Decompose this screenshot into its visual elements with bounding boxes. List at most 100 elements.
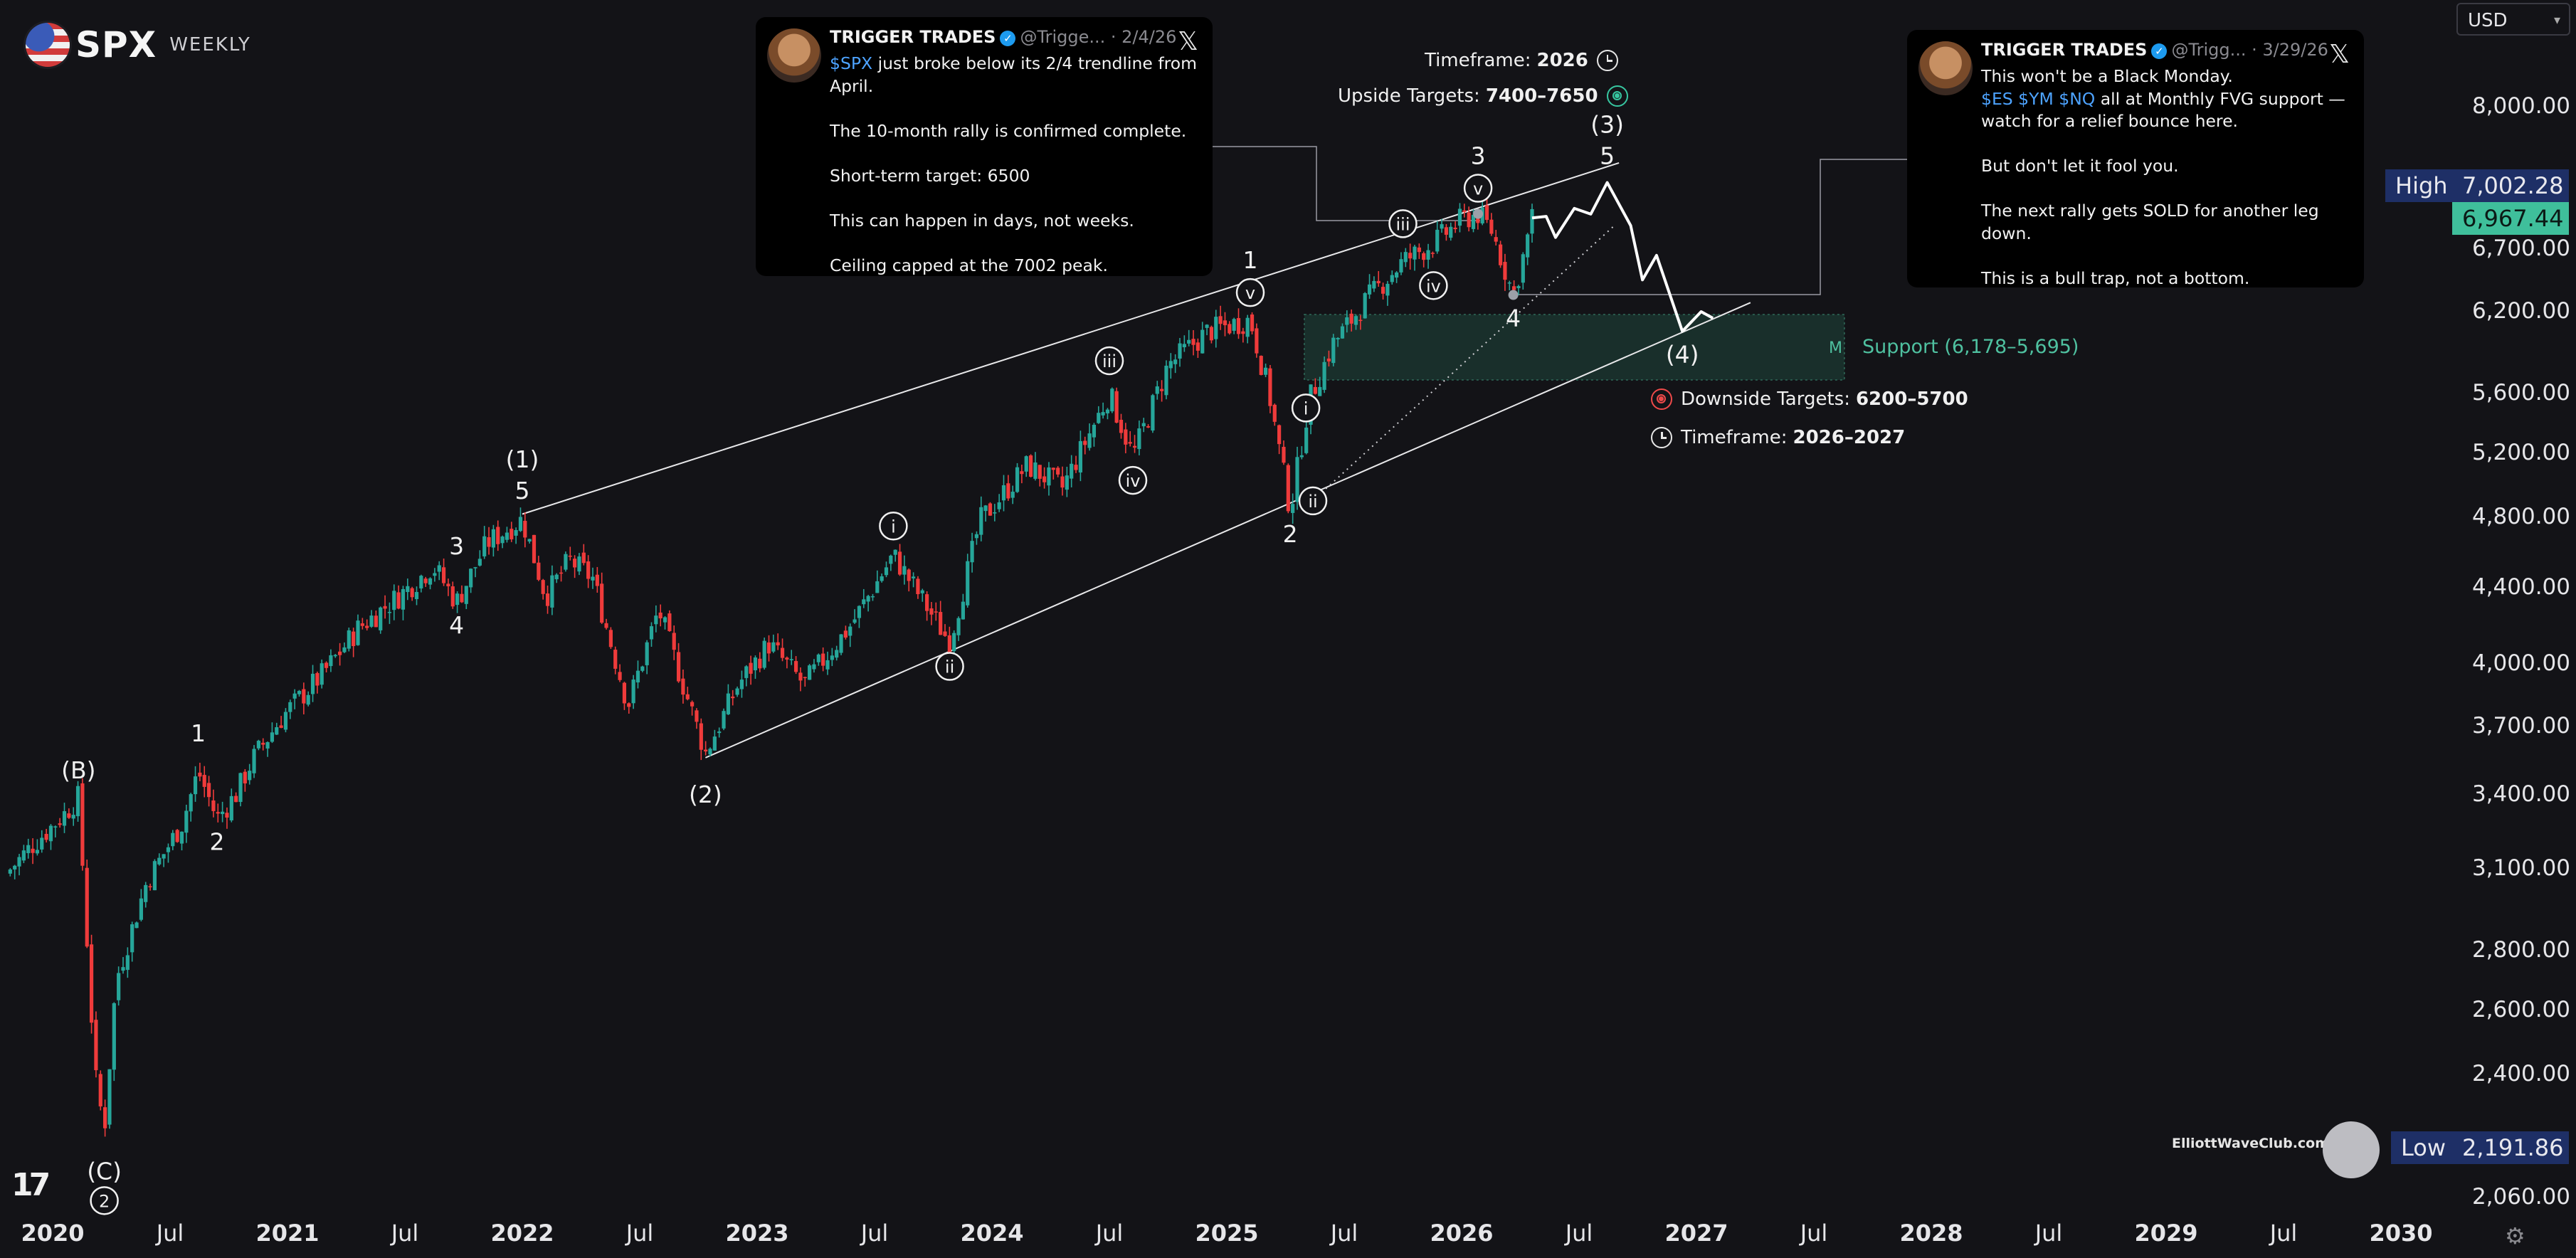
candle-body [419, 576, 423, 588]
wave-label-circle [1419, 271, 1448, 300]
support-text: Support (6,178–5,695) [1862, 336, 2079, 358]
candle-body [708, 749, 712, 755]
tweet-body: $SPX just broke below its 2/4 trendline … [830, 53, 1213, 277]
candle-body [1453, 227, 1457, 230]
candle-body [1173, 359, 1178, 364]
candle-body [491, 529, 495, 548]
note-value: 7400–7650 [1485, 85, 1598, 107]
candle-body [107, 1069, 112, 1125]
candle-body [1124, 429, 1128, 445]
tweet-author: TRIGGER TRADES [1981, 40, 2148, 60]
candle-body [970, 541, 974, 563]
ticker-link[interactable]: $SPX [830, 53, 873, 73]
candle-body [943, 631, 947, 636]
tweet-author: TRIGGER TRADES [830, 27, 996, 47]
candle-body [473, 567, 477, 569]
ticker-links[interactable]: $ES $YM $NQ [1981, 88, 2096, 109]
candle-body [1489, 219, 1494, 234]
candle-body [577, 556, 581, 572]
candle-body [654, 615, 658, 625]
candle-body [988, 503, 993, 516]
trendline-3 [1308, 225, 1615, 505]
candle-body [1070, 463, 1074, 479]
candle-body [369, 615, 374, 627]
candle-body [437, 565, 441, 572]
candle-body [1195, 342, 1200, 351]
wave-label: 2 [1283, 520, 1298, 548]
y-tick-label: 2,400.00 [2471, 1061, 2570, 1087]
high-value-tag: 7,002.28 [2452, 169, 2569, 202]
candle-body [1336, 337, 1340, 339]
candle-body [1182, 344, 1186, 348]
currency-select[interactable]: USD ▾ [2456, 3, 2570, 36]
candle-body [1232, 319, 1236, 331]
candle-body [635, 670, 640, 683]
tweet-body: This won't be a Black Monday. $ES $YM $N… [1981, 65, 2364, 290]
candle-body [545, 593, 550, 606]
candle-body [1042, 476, 1047, 482]
candle-body [1530, 208, 1534, 234]
candle-body [410, 588, 414, 598]
candle-body [843, 630, 848, 638]
note-value: 2026 [1536, 50, 1588, 71]
high-label: High [2395, 172, 2448, 199]
candle-body [270, 732, 275, 742]
candle-body [766, 642, 771, 654]
x-tick-label: Jul [1565, 1220, 1593, 1247]
candle-body [793, 661, 798, 672]
x-tick-label: 2029 [2134, 1220, 2198, 1247]
candle-body [1245, 317, 1250, 337]
tweet-handle: @Trigge... [1020, 27, 1106, 47]
candle-body [1060, 476, 1065, 488]
candle-body [581, 552, 586, 564]
downside-timeframe-note: Timeframe: 2026–2027 [1642, 427, 1905, 448]
candle-body [1457, 208, 1462, 226]
candle-body [1114, 391, 1119, 423]
currency-value: USD [2468, 10, 2508, 31]
candle-body [1263, 367, 1268, 375]
candle-body [500, 536, 505, 544]
x-tick-label: 2030 [2369, 1220, 2433, 1247]
x-tick-label: 2027 [1664, 1220, 1728, 1247]
y-tick-label: 2,060.00 [2471, 1184, 2570, 1210]
candle-body [966, 561, 970, 606]
tweet-separator: · [1105, 27, 1122, 47]
candle-body [433, 573, 437, 576]
x-tick-label: 2021 [255, 1220, 320, 1247]
candle-body [1304, 427, 1309, 453]
candle-body [1218, 316, 1223, 324]
candle-body [739, 680, 744, 689]
support-zone [1304, 314, 1845, 381]
candle-body [695, 710, 699, 722]
candle-body [184, 810, 189, 833]
x-logo-icon[interactable]: 𝕏 [2328, 40, 2350, 69]
candle-body [1503, 262, 1507, 280]
candle-body [1318, 386, 1322, 396]
note-label: Upside Targets: [1338, 85, 1480, 107]
candle-body [956, 618, 961, 635]
candle-body [1408, 253, 1413, 259]
candle-body [275, 727, 279, 735]
candle-body [1353, 316, 1358, 325]
x-logo-icon[interactable]: 𝕏 [1177, 27, 1198, 56]
candle-body [1241, 331, 1245, 334]
candle-body [1422, 253, 1426, 260]
candle-body [704, 749, 708, 752]
candle-body [1345, 317, 1349, 325]
candle-body [1228, 324, 1232, 334]
candle-body [1291, 504, 1295, 513]
candle-body [221, 811, 225, 815]
gear-icon[interactable]: ⚙ [2505, 1222, 2525, 1249]
candle-body [1462, 210, 1467, 212]
candle-body [627, 703, 631, 707]
candle-body [171, 832, 175, 847]
candle-body [947, 635, 951, 655]
candle-body [1390, 275, 1394, 282]
brand-name: SPX [75, 24, 157, 65]
candle-body [383, 606, 387, 609]
candle-body [929, 608, 934, 615]
candle-body [374, 615, 378, 628]
candle-body [591, 576, 595, 581]
